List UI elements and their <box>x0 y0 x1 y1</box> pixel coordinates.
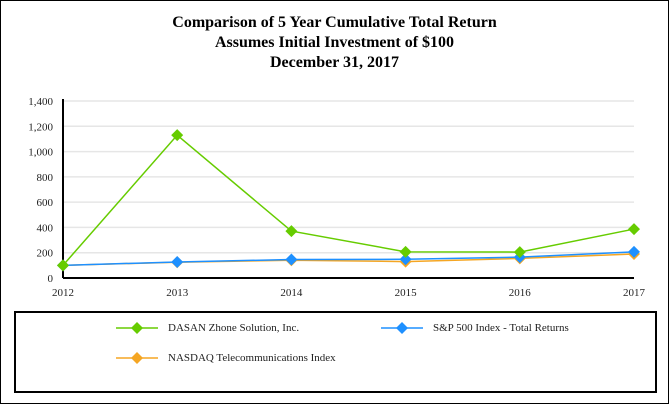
legend-label: NASDAQ Telecommunications Index <box>168 352 336 364</box>
data-point <box>628 223 640 236</box>
x-tick-label: 2014 <box>280 287 303 299</box>
x-tick-label: 2013 <box>166 287 189 299</box>
y-tick-label: 1,200 <box>28 121 53 133</box>
x-tick-label: 2017 <box>623 287 646 299</box>
legend-item: DASAN Zhone Solution, Inc. <box>116 321 299 335</box>
chart-title-line-3: December 31, 2017 <box>270 54 399 71</box>
legend-marker-icon <box>116 352 158 364</box>
chart-title-line-1: Comparison of 5 Year Cumulative Total Re… <box>172 14 497 31</box>
x-tick-label: 2012 <box>52 287 74 299</box>
x-tick-label: 2015 <box>395 287 418 299</box>
legend-marker-icon <box>116 322 158 334</box>
data-point <box>399 245 412 258</box>
y-tick-label: 200 <box>37 248 54 260</box>
data-point <box>171 255 184 268</box>
legend: DASAN Zhone Solution, Inc. S&P 500 Index … <box>14 311 657 393</box>
chart-title-line-2: Assumes Initial Investment of $100 <box>214 34 455 51</box>
y-tick-label: 600 <box>37 197 54 209</box>
series-line <box>62 251 635 267</box>
series-line <box>62 134 635 266</box>
y-tick-label: 1,400 <box>28 96 53 108</box>
legend-label: S&P 500 Index - Total Returns <box>433 322 569 334</box>
y-tick-label: 1,000 <box>28 147 53 159</box>
data-point <box>171 129 184 142</box>
y-tick-label: 800 <box>37 172 54 184</box>
data-point <box>285 225 298 238</box>
data-point <box>57 259 69 272</box>
legend-item: NASDAQ Telecommunications Index <box>116 351 336 365</box>
data-point <box>513 246 526 259</box>
data-point <box>285 253 298 266</box>
x-tick-label: 2016 <box>509 287 532 299</box>
data-point <box>628 245 640 258</box>
legend-item: S&P 500 Index - Total Returns <box>381 321 569 335</box>
legend-marker-icon <box>381 322 423 334</box>
data-point <box>399 253 412 266</box>
line-chart: 0 200 400 600 800 1,000 1,200 1,400 2012 2013 2014… <box>28 96 646 299</box>
y-tick-label: 400 <box>37 222 54 234</box>
legend-label: DASAN Zhone Solution, Inc. <box>168 322 300 334</box>
y-tick-label: 0 <box>48 273 54 285</box>
